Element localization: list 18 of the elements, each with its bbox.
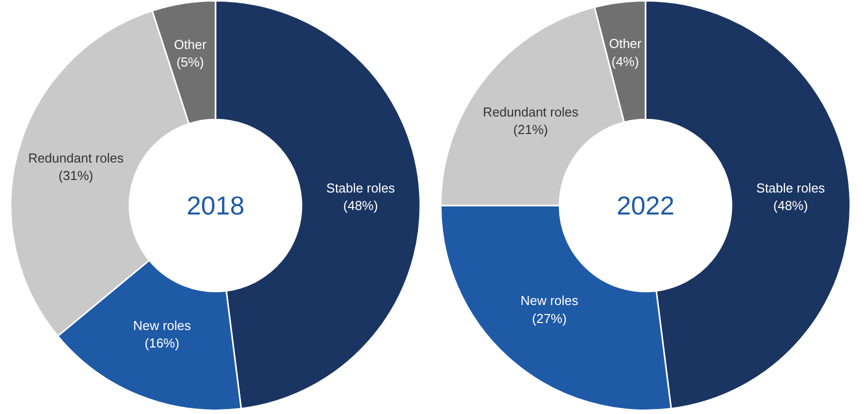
data-label: (27%)	[532, 310, 567, 326]
data-label: (48%)	[773, 198, 808, 214]
slice-label: Other	[608, 36, 642, 52]
text: 2022	[616, 190, 674, 220]
slice-label: Stable roles	[326, 180, 396, 196]
slice-label: New roles	[520, 293, 579, 308]
data-label: (31%)	[58, 168, 94, 184]
slice-label: Redundant roles	[482, 104, 579, 120]
data-label: (48%)	[343, 198, 378, 214]
data-label: (4%)	[612, 54, 639, 69]
data-label: (5%)	[176, 54, 204, 70]
slice-label: New roles	[133, 318, 192, 334]
slice-label: Other	[174, 36, 208, 52]
slice-label: Stable roles	[756, 180, 826, 196]
data-label: (16%)	[144, 336, 180, 351]
text: 2018	[186, 190, 244, 220]
slice-label: Redundant roles	[28, 150, 124, 166]
data-label: (21%)	[513, 122, 548, 137]
